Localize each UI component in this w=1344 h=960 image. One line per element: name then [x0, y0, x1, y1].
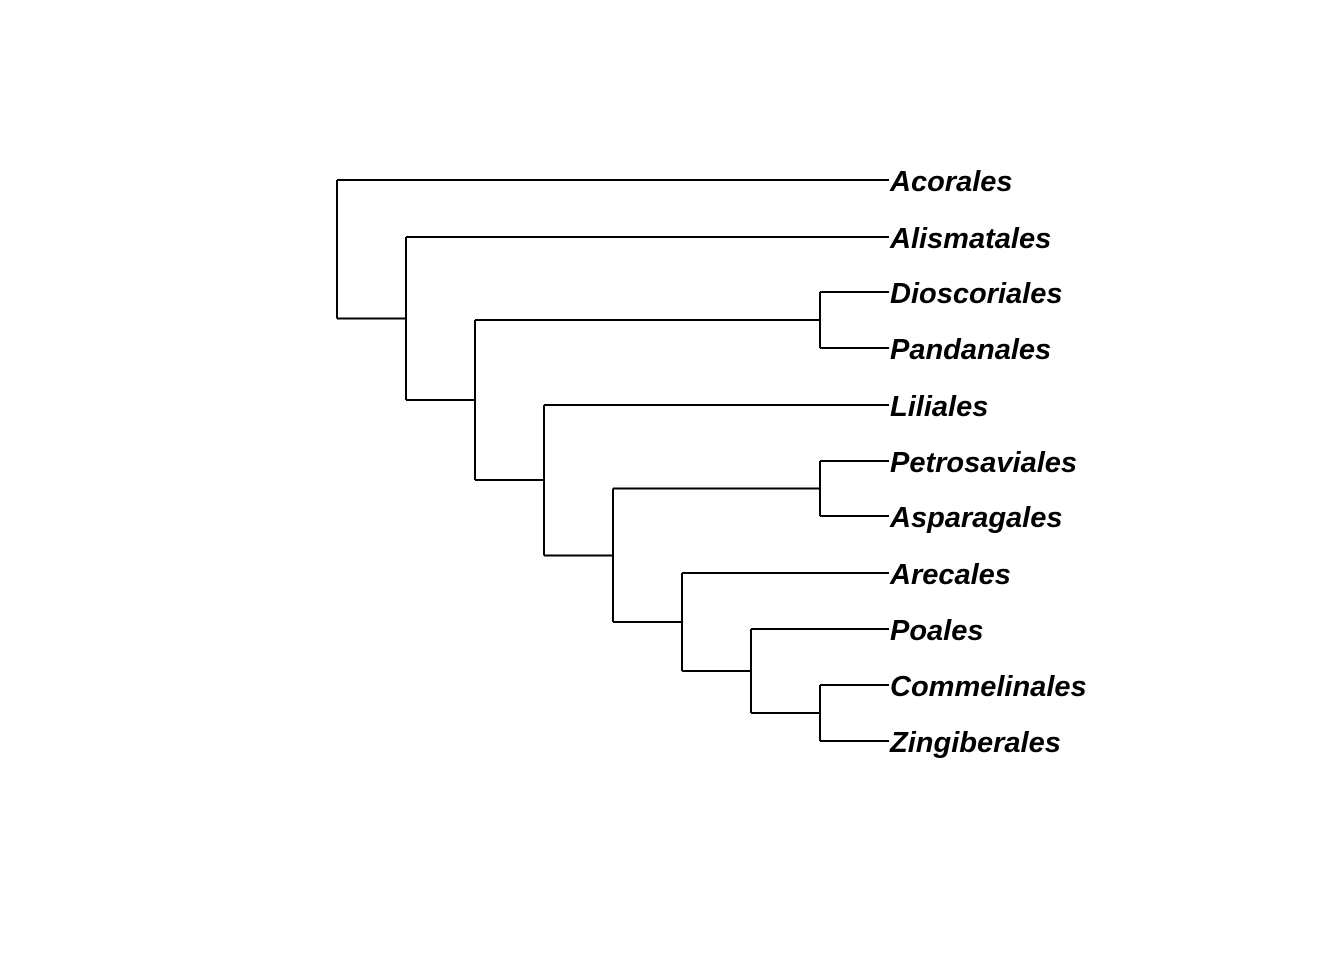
- tip-label-zingiberales: Zingiberales: [889, 727, 1061, 759]
- tip-label-petrosaviales: Petrosaviales: [890, 447, 1077, 479]
- tip-label-arecales: Arecales: [889, 559, 1011, 591]
- tip-label-poales: Poales: [890, 615, 984, 647]
- tip-label-acorales: Acorales: [889, 166, 1013, 198]
- tip-label-commelinales: Commelinales: [890, 671, 1087, 703]
- tip-labels: Acorales Alismatales Dioscoriales Pandanale…: [889, 166, 1087, 759]
- tip-label-asparagales: Asparagales: [889, 502, 1063, 534]
- tip-label-liliales: Liliales: [890, 391, 988, 423]
- tree-branches: [336, 179, 889, 742]
- tip-label-pandanales: Pandanales: [890, 334, 1051, 366]
- tip-label-alismatales: Alismatales: [889, 223, 1051, 255]
- tip-label-dioscoriales: Dioscoriales: [890, 278, 1062, 310]
